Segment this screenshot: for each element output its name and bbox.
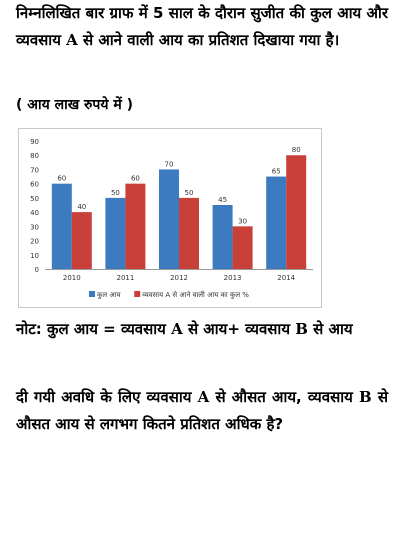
legend-label-business-a-pct: व्यवसाय A से आने वाली आय का कुल %: [142, 290, 249, 299]
y-tick-label: 50: [30, 195, 39, 203]
bar-chart: 0 10 20 30 40 50 60 70 80 90 60 40 2010 50 60 2011 70 50 2…: [30, 138, 313, 299]
bar-total-income: [105, 197, 126, 269]
x-tick-label: 2011: [116, 274, 134, 282]
legend-label-total-income: कुल आय: [97, 291, 122, 299]
note-text: नोट: कुल आय = व्यवसाय A से आय+ व्यवसाय B…: [16, 320, 353, 338]
legend-swatch-business-a-pct: [134, 291, 141, 297]
data-label: 70: [165, 160, 174, 168]
bar-total-income: [266, 176, 287, 269]
data-label: 60: [57, 175, 66, 183]
x-tick-label: 2010: [63, 274, 81, 282]
intro-text: निम्नलिखित बार ग्राफ में 5 साल के दौरान …: [16, 4, 388, 49]
y-tick-label: 10: [30, 252, 39, 260]
data-label: 60: [131, 175, 140, 183]
data-label: 50: [111, 189, 120, 197]
data-label: 50: [185, 189, 194, 197]
x-tick-label: 2013: [224, 274, 242, 282]
question-text: दी गयी अवधि के लिए व्यवसाय A से औसत आय, …: [16, 388, 388, 433]
y-tick-label: 30: [30, 223, 39, 231]
x-tick-label: 2014: [277, 274, 295, 282]
y-tick-label: 40: [30, 209, 39, 217]
bar-business-a-pct: [125, 183, 146, 269]
chart-container: 0 10 20 30 40 50 60 70 80 90 60 40 2010 50 60 2011 70 50 2…: [18, 128, 322, 308]
bar-total-income: [51, 183, 72, 269]
data-label: 40: [77, 203, 86, 211]
data-label: 45: [218, 196, 227, 204]
bar-total-income: [212, 205, 233, 269]
data-label: 80: [292, 146, 301, 154]
bar-business-a-pct: [71, 212, 92, 269]
bar-total-income: [159, 169, 179, 269]
data-label: 65: [272, 168, 281, 176]
y-tick-label: 60: [30, 181, 39, 189]
y-tick-label: 20: [30, 238, 39, 246]
y-tick-label: 70: [30, 166, 39, 174]
legend-swatch-total-income: [89, 291, 95, 297]
unit-note: ( आय लाख रुपये में ): [16, 97, 133, 113]
bar-business-a-pct: [286, 155, 307, 269]
bar-business-a-pct: [179, 197, 199, 269]
y-tick-label: 80: [30, 152, 39, 160]
y-tick-label: 0: [35, 266, 39, 274]
y-tick-label: 90: [30, 138, 39, 146]
bar-business-a-pct: [232, 226, 253, 269]
x-tick-label: 2012: [170, 274, 188, 282]
data-label: 30: [238, 217, 247, 225]
